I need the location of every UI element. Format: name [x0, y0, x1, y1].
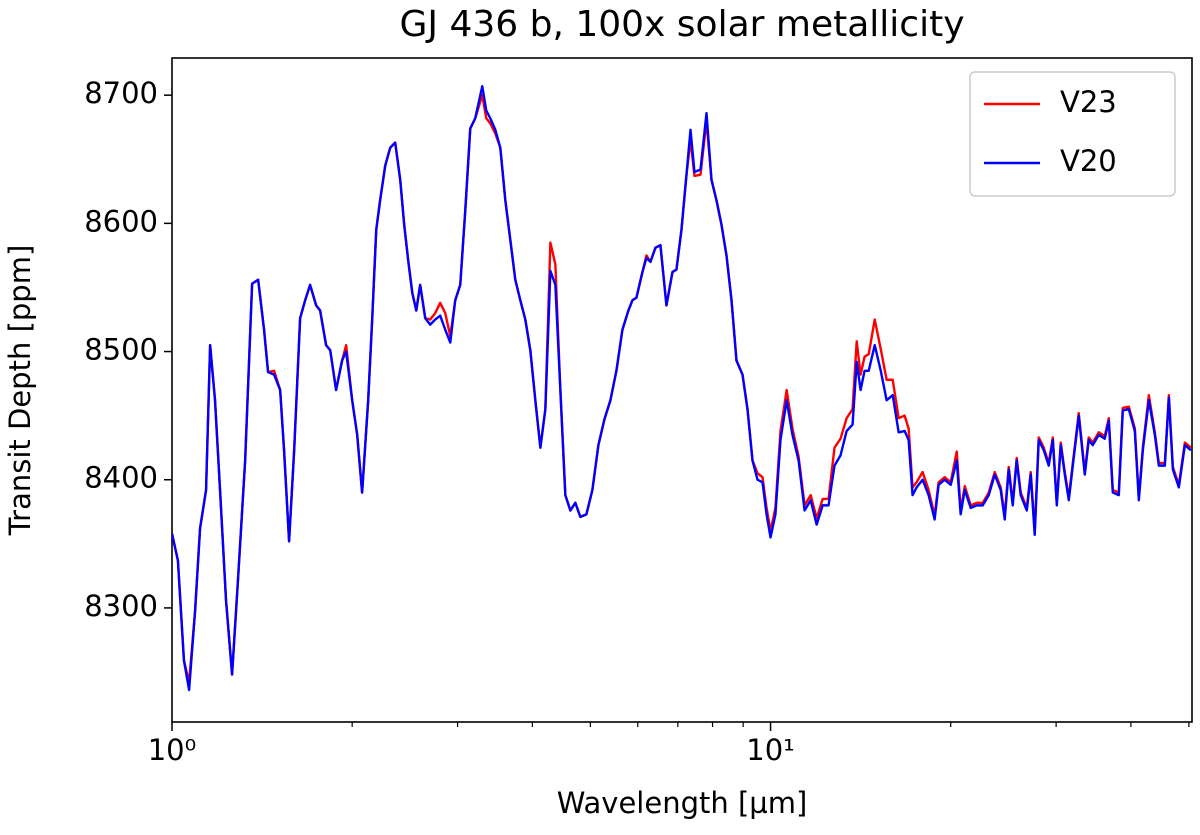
x-axis-label: Wavelength [µm] — [557, 786, 808, 820]
series-line — [172, 85, 1192, 692]
y-tick-label: 8400 — [84, 461, 158, 495]
y-tick-label: 8600 — [84, 204, 158, 238]
y-axis-label: Transit Depth [ppm] — [3, 245, 37, 537]
plot-area: 8300 8400 8500 8600 8700 10⁰ 10¹ V23 V20 — [84, 57, 1193, 767]
plot-frame — [171, 57, 1193, 723]
x-tick-label: 10¹ — [746, 733, 795, 767]
y-tick-label: 8700 — [84, 76, 158, 110]
x-tick-label: 10⁰ — [148, 733, 197, 767]
y-tick-label: 8300 — [84, 589, 158, 623]
y-tick-label: 8500 — [84, 333, 158, 367]
legend-label: V23 — [1060, 85, 1117, 119]
series-group — [172, 85, 1192, 692]
legend-label: V20 — [1060, 144, 1117, 178]
legend: V23 V20 — [969, 71, 1176, 197]
chart-title: GJ 436 b, 100x solar metallicity — [399, 4, 964, 45]
